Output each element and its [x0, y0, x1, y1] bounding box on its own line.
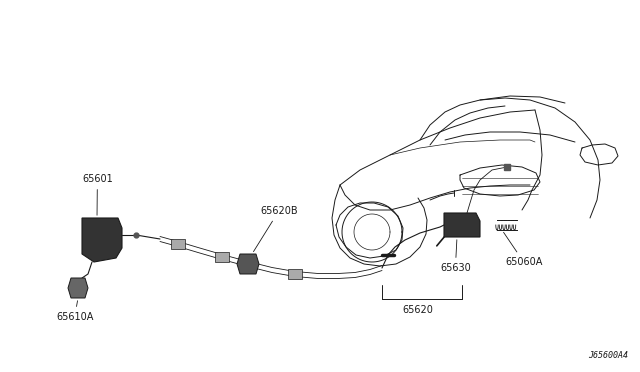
Polygon shape [68, 278, 88, 298]
Text: J65600A4: J65600A4 [588, 351, 628, 360]
Text: 65060A: 65060A [504, 232, 542, 267]
Polygon shape [444, 213, 480, 237]
Polygon shape [82, 218, 122, 262]
Text: 65620: 65620 [402, 305, 433, 315]
Text: 65630: 65630 [440, 240, 471, 273]
Bar [215, 252, 229, 262]
Bar [288, 269, 302, 279]
Text: 65610A: 65610A [56, 301, 93, 322]
Text: 65620B: 65620B [253, 206, 298, 251]
Bar [171, 239, 185, 249]
Text: 65601: 65601 [82, 174, 113, 215]
Polygon shape [237, 254, 259, 274]
